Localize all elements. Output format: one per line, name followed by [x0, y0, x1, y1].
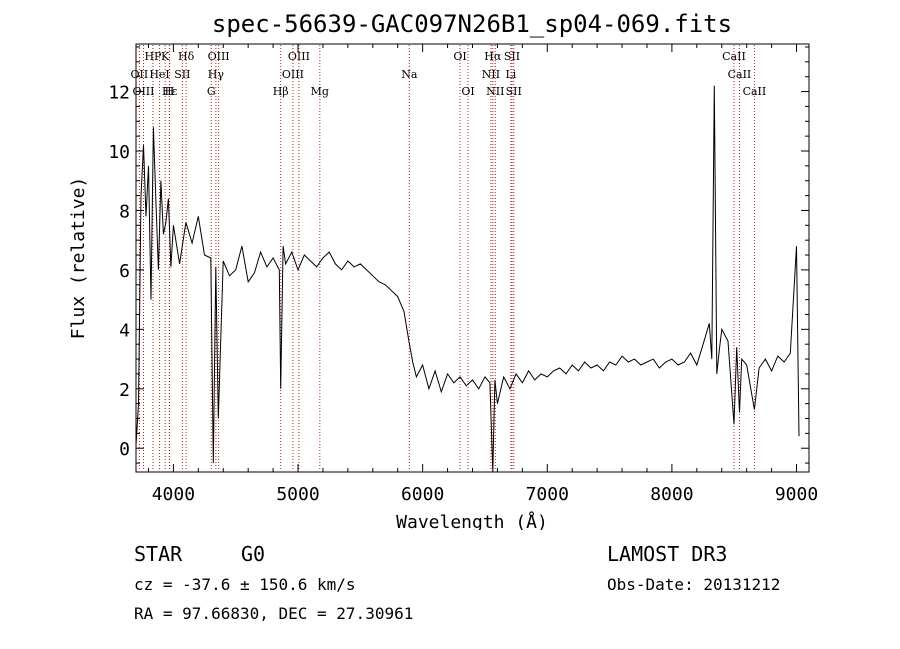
spectral-line-markers — [138, 45, 755, 471]
axes: 4000 5000 6000 7000 8000 9000 0 2 4 6 8 10 12 — [108, 44, 818, 505]
spectrum-chart: spec-56639-GAC097N26B1_sp04-069.fits HP K… — [68, 10, 818, 530]
y-axis-label: Flux (relative) — [68, 177, 89, 340]
line-label-hp: HP — [144, 50, 162, 63]
line-label-hβ: Hβ — [273, 85, 289, 98]
line-label-na: Na — [401, 68, 418, 81]
x-tick-label: 4000 — [152, 484, 195, 505]
x-tick-label: 9000 — [775, 484, 818, 505]
y-tick-label: 2 — [119, 380, 130, 401]
x-tick-label: 5000 — [276, 484, 319, 505]
x-tick-label: 6000 — [401, 484, 444, 505]
line-label-oi: OI — [453, 50, 466, 63]
chart-title: spec-56639-GAC097N26B1_sp04-069.fits — [212, 10, 732, 38]
object-subclass: G0 — [241, 542, 266, 566]
line-label-oiii: OIII — [282, 68, 304, 81]
survey-name: LAMOST DR3 — [607, 542, 728, 566]
line-label-nii: NII — [486, 85, 504, 98]
line-label-caii: CaII — [728, 68, 752, 81]
line-label-hei: HeI — [149, 68, 169, 81]
line-label-oiii: OIII — [208, 50, 230, 63]
series-flux — [135, 85, 800, 473]
y-tick-label: 10 — [108, 142, 130, 163]
line-label-sii: SII — [506, 85, 522, 98]
line-label-oiii: OIII — [288, 50, 310, 63]
y-tick-label: 6 — [119, 261, 130, 282]
y-tick-label: 0 — [119, 439, 130, 460]
x-tick-label: 8000 — [650, 484, 693, 505]
line-label-hα: Hα — [484, 50, 502, 63]
line-label-mg: Mg — [311, 85, 329, 98]
redshift-velocity: cz = -37.6 ± 150.6 km/s — [134, 575, 356, 594]
line-label-g: G — [207, 85, 216, 98]
line-label-caii: CaII — [722, 50, 746, 63]
object-class: STAR — [134, 542, 183, 566]
line-label-sii: SII — [504, 50, 520, 63]
line-label-k: K — [161, 50, 170, 63]
line-label-caii: CaII — [743, 85, 767, 98]
line-label-li: Li — [505, 68, 516, 81]
line-label-hδ: Hδ — [178, 50, 195, 63]
line-label-oi: OI — [461, 85, 474, 98]
x-tick-label: 7000 — [526, 484, 569, 505]
plot-frame — [135, 43, 810, 473]
line-label-sii: SII — [174, 68, 190, 81]
line-label-h: H — [165, 85, 175, 98]
x-axis-label: Wavelength (Å) — [396, 511, 548, 530]
line-label-hε: Hε — [162, 85, 178, 98]
line-label-hγ: Hγ — [208, 68, 225, 81]
y-tick-label: 12 — [108, 83, 130, 104]
y-tick-label: 4 — [119, 320, 130, 341]
coordinates: RA = 97.66830, DEC = 27.30961 — [134, 604, 414, 623]
observation-date: Obs-Date: 20131212 — [607, 575, 781, 594]
line-label-nii: NII — [482, 68, 500, 81]
series-layer — [135, 85, 800, 473]
line-label-oii: OII — [131, 68, 149, 81]
y-tick-label: 8 — [119, 201, 130, 222]
